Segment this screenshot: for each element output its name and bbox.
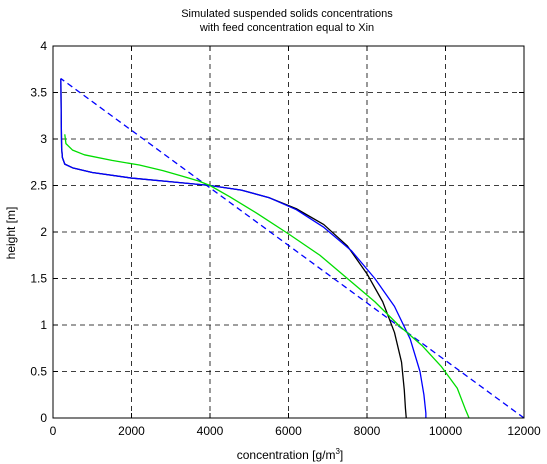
y-tick-label: 2.5 [30, 179, 47, 193]
series-line-1 [60, 78, 525, 419]
x-tick-label: 0 [50, 424, 57, 438]
x-tick-label: 4000 [197, 424, 224, 438]
y-axis-label: height [m] [4, 207, 18, 260]
y-tick-label: 0.5 [30, 365, 47, 379]
series-line-3 [60, 78, 427, 418]
x-axis-label: concentration [g/m3] [237, 447, 344, 462]
x-axis-label-superscript: 3 [335, 447, 340, 456]
title-line-1: Simulated suspended solids concentration… [181, 8, 393, 20]
x-tick-label: 8000 [354, 424, 381, 438]
plot-area: 0 2000 4000 6000 8000 10000 12000 0 0.5 1 1.5 2 2.5 3… [30, 39, 541, 438]
y-tick-label: 0 [40, 411, 47, 425]
y-tick-label: 1 [40, 318, 47, 332]
y-tick-label: 2 [40, 225, 47, 239]
x-tick-label: 6000 [275, 424, 302, 438]
y-tick-label: 3.5 [30, 86, 47, 100]
x-tick-label: 12000 [507, 424, 541, 438]
x-axis-label-end: ] [340, 448, 343, 462]
x-tick-label: 2000 [118, 424, 145, 438]
y-tick-label: 1.5 [30, 272, 47, 286]
title-line-2: with feed concentration equal to Xin [199, 22, 374, 34]
y-tick-label: 3 [40, 132, 47, 146]
series-line-4 [64, 134, 470, 419]
y-tick-label: 4 [40, 39, 47, 53]
x-tick-label: 10000 [429, 424, 463, 438]
x-axis-label-main: concentration [g/m [237, 448, 336, 462]
